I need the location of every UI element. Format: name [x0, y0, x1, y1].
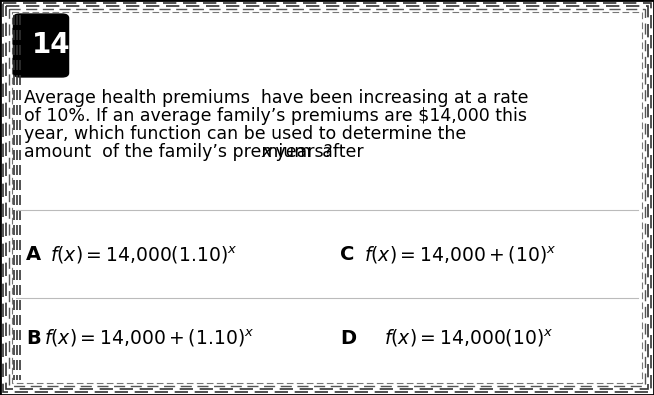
Text: B: B [26, 329, 41, 348]
Text: 14: 14 [31, 31, 71, 59]
Text: $f(x) = 14{,}000(1.10)^{x}$: $f(x) = 14{,}000(1.10)^{x}$ [50, 244, 237, 266]
Text: Average health premiums  have been increasing at a rate: Average health premiums have been increa… [24, 89, 528, 107]
Text: amount  of the family’s premium  after: amount of the family’s premium after [24, 143, 369, 161]
Text: year, which function can be used to determine the: year, which function can be used to dete… [24, 125, 466, 143]
Text: years?: years? [270, 143, 333, 161]
FancyBboxPatch shape [14, 14, 69, 77]
Text: D: D [340, 329, 356, 348]
Text: $f(x) = 14{,}000 + (10)^{x}$: $f(x) = 14{,}000 + (10)^{x}$ [364, 244, 557, 266]
Text: A: A [26, 246, 41, 265]
Text: C: C [340, 246, 354, 265]
Text: $f(x) = 14{,}000(10)^{x}$: $f(x) = 14{,}000(10)^{x}$ [384, 327, 553, 349]
Text: of 10%. If an average family’s premiums are $14,000 this: of 10%. If an average family’s premiums … [24, 107, 527, 125]
Text: $f(x) = 14{,}000 + (1.10)^{x}$: $f(x) = 14{,}000 + (1.10)^{x}$ [44, 327, 254, 349]
Text: x: x [262, 143, 272, 161]
